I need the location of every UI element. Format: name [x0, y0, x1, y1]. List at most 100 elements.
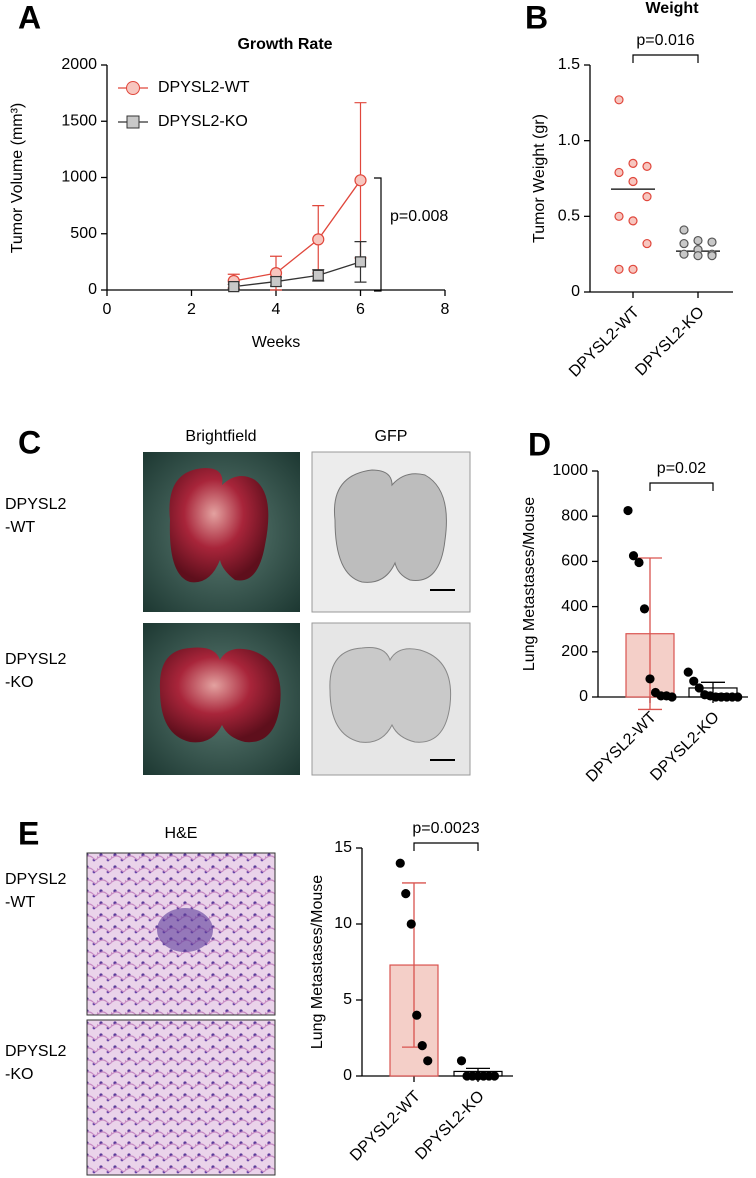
error-bar	[638, 557, 662, 711]
legend-label: DPYSL2-WT	[158, 79, 250, 96]
marker	[312, 233, 325, 246]
bracket	[374, 177, 382, 292]
y-tick-label: 0	[571, 283, 580, 300]
chart: 0 0.5 1.0 1.5 Tumor Weight (gr) DPYSL2-WTDPYS…	[531, 0, 733, 381]
data-point	[628, 264, 638, 274]
panel-letter: D	[528, 426, 551, 462]
bracket	[632, 54, 699, 63]
marker	[354, 174, 367, 187]
series-line	[233, 179, 362, 282]
y-tick-label: 0.5	[558, 208, 580, 225]
marker	[354, 256, 367, 268]
legend-label: DPYSL2-KO	[158, 113, 248, 130]
chart: Growth Rate 0 500 1000 1500 2000 0 2 4 6 8 Weeks Tum…	[9, 36, 449, 351]
y-axis-label: Lung Metastases/Mouse	[309, 875, 326, 1049]
data-point	[642, 192, 652, 202]
data-point	[707, 251, 717, 261]
y-tick-label: 0	[343, 1067, 352, 1084]
x-tick-label: 8	[441, 301, 450, 318]
row-label: DPYSL2	[5, 651, 66, 668]
data-point	[642, 161, 652, 171]
x-tick-label: DPYSL2-WT	[566, 304, 643, 381]
data-point	[456, 1056, 467, 1066]
annotation: p=0.008	[390, 208, 448, 225]
y-tick-label: 2000	[61, 56, 97, 73]
y-tick-label: 400	[561, 598, 588, 615]
x-tick-label: DPYSL2-KO	[412, 1088, 488, 1164]
y-tick-label: 1000	[61, 169, 97, 186]
data-point	[628, 551, 639, 561]
panel-letter: A	[18, 0, 41, 35]
bracket	[649, 482, 714, 491]
y-tick-label: 0	[579, 688, 588, 705]
row-label: -WT	[5, 519, 35, 536]
annotation: p=0.016	[636, 32, 694, 49]
data-point	[679, 225, 689, 235]
data-point	[667, 692, 677, 702]
panel-letter: C	[18, 424, 41, 460]
row-label: -KO	[5, 674, 33, 691]
image-label: H&E	[165, 825, 198, 842]
bracket	[413, 842, 479, 851]
data-point	[423, 1056, 433, 1066]
data-point	[693, 235, 703, 246]
y-tick-label: 500	[70, 225, 97, 242]
x-axis-label: Weeks	[252, 334, 301, 351]
data-point	[683, 667, 693, 677]
data-point	[628, 158, 638, 168]
data-point	[614, 264, 624, 274]
data-point	[634, 557, 644, 568]
y-tick-label: 1000	[552, 462, 588, 479]
legend-marker	[126, 81, 140, 95]
he-images	[86, 852, 276, 1176]
data-point	[412, 1010, 422, 1020]
data-point	[623, 505, 633, 516]
row-label: -KO	[5, 1066, 33, 1083]
data-point	[489, 1071, 500, 1081]
data-point	[614, 95, 624, 105]
panel-letter: B	[525, 0, 548, 35]
data-point	[679, 238, 689, 249]
row-label: DPYSL2	[5, 496, 66, 513]
brightfield-images	[143, 452, 300, 775]
marker	[228, 281, 240, 293]
data-point	[689, 676, 699, 686]
x-tick-label: 6	[356, 301, 365, 318]
y-tick-label: 0	[88, 281, 97, 298]
row-label: DPYSL2	[5, 1043, 66, 1060]
data-point	[406, 919, 416, 929]
x-tick-label: DPYSL2-KO	[632, 304, 708, 380]
data-point	[645, 674, 655, 684]
y-tick-label: 800	[561, 507, 588, 524]
gfp-images	[311, 451, 471, 776]
row-label: DPYSL2	[5, 871, 66, 888]
data-point	[642, 238, 652, 249]
x-tick-label: DPYSL2-WT	[347, 1088, 424, 1165]
data-point	[694, 683, 704, 693]
y-tick-label: 1.0	[558, 132, 580, 149]
annotation: p=0.02	[657, 460, 706, 477]
data-point	[401, 888, 411, 899]
image-label: GFP	[375, 428, 408, 445]
y-axis-label: Lung Metastases/Mouse	[521, 497, 538, 671]
x-tick-label: 0	[103, 301, 112, 318]
data-point	[693, 251, 703, 261]
y-tick-label: 1.5	[558, 56, 580, 73]
x-tick-label: 2	[187, 301, 196, 318]
data-point	[733, 692, 743, 702]
marker	[312, 269, 324, 281]
legend-marker	[126, 115, 140, 129]
annotation: p=0.0023	[412, 820, 479, 837]
data-point	[614, 211, 624, 221]
data-point	[395, 858, 405, 868]
data-point	[679, 249, 689, 259]
series-line	[233, 261, 361, 288]
x-tick-label: 4	[272, 301, 281, 318]
data-point	[628, 216, 638, 226]
chart: 0 5 10 15 Lung Metastases/Mouse DPYSL2-WTDPYS…	[309, 820, 513, 1165]
y-tick-label: 15	[334, 839, 352, 856]
data-point	[614, 167, 624, 178]
y-tick-label: 200	[561, 643, 588, 660]
